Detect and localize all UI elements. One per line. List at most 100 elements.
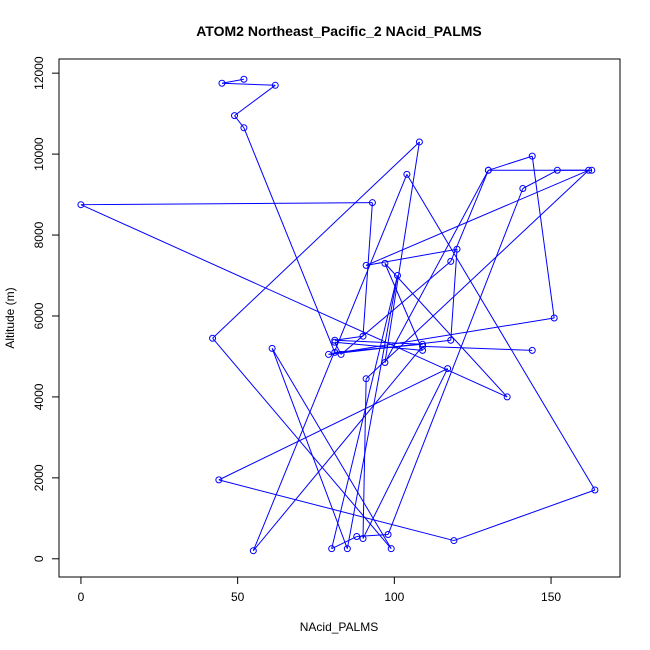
series-segment — [362, 378, 367, 539]
data-point — [271, 81, 279, 89]
y-tick-label: 8000 — [32, 221, 46, 248]
data-point — [240, 124, 248, 132]
data-point — [215, 476, 223, 484]
series-segment — [328, 339, 451, 355]
series-segment — [450, 249, 458, 341]
series-segment — [243, 127, 336, 353]
y-tick-label: 12000 — [32, 56, 46, 90]
series-segment — [212, 141, 420, 339]
data-point — [331, 338, 339, 346]
series-segment — [522, 169, 558, 189]
data-point — [484, 166, 492, 174]
series-segment — [221, 78, 245, 84]
data-point — [415, 138, 423, 146]
data-point — [353, 533, 361, 541]
series-segment — [346, 275, 398, 549]
data-point — [359, 332, 367, 340]
data-point — [393, 272, 401, 280]
data-point — [231, 112, 239, 120]
data-point — [591, 486, 599, 494]
data-point — [553, 166, 561, 174]
series-segment — [422, 345, 533, 351]
data-point — [503, 393, 511, 401]
x-tick-label: 150 — [541, 590, 561, 604]
series-segment — [384, 263, 424, 351]
data-point — [450, 537, 458, 545]
series-segment — [234, 84, 276, 117]
data-point — [528, 152, 536, 160]
data-point — [419, 346, 427, 354]
series-segment — [80, 204, 508, 398]
data-point — [362, 375, 370, 383]
data-point — [381, 259, 389, 267]
data-point — [519, 185, 527, 192]
data-series — [77, 75, 599, 555]
series-segment — [384, 141, 420, 363]
data-point — [381, 359, 389, 367]
series-segment — [406, 174, 596, 491]
data-point — [218, 79, 226, 87]
x-tick-label: 50 — [231, 590, 245, 604]
data-point — [528, 346, 536, 354]
series-segment — [531, 156, 555, 319]
plot-frame — [58, 58, 621, 578]
data-point — [453, 245, 461, 253]
chart-title: ATOM2 Northeast_Pacific_2 NAcid_PALMS — [196, 23, 482, 39]
data-point — [550, 314, 558, 322]
data-point — [384, 531, 392, 539]
series-segment — [221, 82, 276, 86]
series-segment — [218, 368, 448, 481]
y-axis-label: Altitude (m) — [3, 287, 17, 348]
series-segment — [340, 260, 452, 355]
x-axis: 0 50 100 150 — [78, 576, 561, 604]
data-point — [447, 257, 455, 265]
data-point — [447, 336, 455, 344]
y-tick-label: 6000 — [32, 302, 46, 329]
series-segment — [384, 263, 508, 398]
series-segment — [334, 339, 423, 345]
series-segment — [488, 155, 533, 171]
y-tick-label: 10000 — [32, 137, 46, 171]
series-segment — [453, 489, 596, 542]
y-tick-label: 2000 — [32, 464, 46, 491]
data-point — [444, 365, 452, 373]
data-point — [387, 545, 395, 553]
series-segment — [384, 170, 489, 363]
series-segment — [387, 188, 524, 535]
data-point — [325, 350, 333, 358]
series-segment — [212, 337, 392, 549]
data-point — [588, 166, 596, 174]
data-point — [368, 199, 376, 207]
y-axis: 0 2000 4000 6000 8000 10000 12000 — [32, 56, 60, 562]
series-segment — [366, 248, 458, 266]
series-segment — [365, 169, 590, 380]
x-axis-label: NAcid_PALMS — [300, 620, 378, 634]
series-segment — [218, 479, 455, 542]
x-tick-label: 100 — [384, 590, 404, 604]
series-segment — [331, 536, 357, 550]
y-tick-label: 0 — [32, 555, 46, 562]
data-point — [419, 342, 427, 350]
series-segment — [328, 317, 555, 355]
data-point — [337, 350, 345, 358]
y-tick-label: 4000 — [32, 383, 46, 410]
data-point — [268, 344, 276, 352]
data-point — [585, 166, 593, 174]
data-point — [77, 201, 85, 209]
series-segment — [365, 169, 589, 266]
series-segment — [252, 346, 423, 552]
data-point — [328, 545, 336, 553]
data-point — [403, 170, 411, 178]
series-segment — [271, 348, 392, 549]
series-segment — [271, 348, 348, 549]
data-point — [249, 547, 257, 555]
data-point — [240, 75, 248, 83]
data-point — [343, 545, 351, 553]
series-segment — [362, 368, 449, 539]
series-segment — [80, 202, 373, 206]
series-segment — [234, 115, 245, 129]
data-point — [209, 334, 217, 342]
data-point — [359, 535, 367, 543]
data-point — [331, 336, 339, 344]
